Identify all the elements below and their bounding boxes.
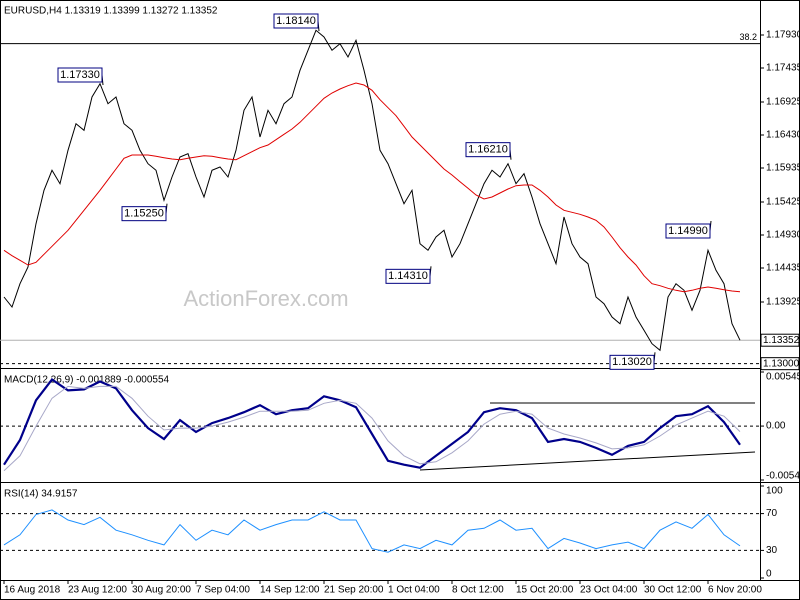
annotation-box — [609, 354, 655, 370]
panel-title: MACD(12,26,9) -0.001889 -0.000554 — [4, 375, 170, 386]
y-tick-label: 1.17435 — [766, 63, 800, 74]
y-tick-label: 1.15935 — [766, 163, 800, 174]
y-tick-label: 1.16925 — [766, 97, 800, 108]
y-tick-label: 1.15425 — [766, 197, 800, 208]
x-tick-label: 7 Sep 04:00 — [196, 585, 250, 596]
y-tick-label: 0.005453 — [766, 372, 800, 383]
fib-label: 38.2 — [739, 32, 757, 42]
series-line — [3, 509, 741, 553]
y-tick-label: 0 — [766, 569, 772, 580]
x-tick-label: 8 Oct 12:00 — [452, 585, 504, 596]
x-tick-label: 16 Aug 2018 — [4, 585, 61, 596]
annotation-label: 1.14310 — [388, 270, 428, 282]
x-tick-label: 6 Nov 20:00 — [708, 585, 762, 596]
x-tick-label: 14 Sep 12:00 — [260, 585, 320, 596]
support-trendline — [419, 451, 756, 471]
annotation-label: 1.15250 — [124, 208, 164, 220]
annotation-box — [57, 67, 103, 83]
price-tag — [760, 333, 800, 347]
series-line — [3, 29, 741, 352]
panel-title: EURUSD,H4 1.13319 1.13399 1.13272 1.1335… — [4, 6, 218, 17]
x-tick-label: 21 Sep 20:00 — [324, 585, 384, 596]
support-label: 1.13000 — [763, 358, 800, 369]
y-tick-label: 1.14435 — [766, 263, 800, 274]
annotation-box — [385, 268, 431, 284]
series-line — [3, 82, 741, 293]
annotation-box — [121, 206, 167, 222]
annotation-label: 1.16210 — [468, 144, 508, 156]
series-line — [3, 385, 741, 472]
y-tick-label: 1.17930 — [766, 30, 800, 41]
y-tick-label: 1.13925 — [766, 297, 800, 308]
x-tick-label: 23 Aug 12:00 — [68, 585, 127, 596]
x-tick-label: 23 Oct 04:00 — [580, 585, 638, 596]
annotation-label: 1.14990 — [668, 225, 708, 237]
annotation-box — [465, 142, 511, 158]
x-tick-label: 30 Oct 12:00 — [644, 585, 702, 596]
y-tick-label: -0.005438 — [766, 471, 800, 482]
y-tick-label: 1.16430 — [766, 130, 800, 141]
series-line — [3, 378, 741, 469]
y-tick-label: 0.00 — [766, 421, 786, 432]
annotation-box — [665, 223, 711, 239]
last-price-label: 1.13352 — [763, 335, 800, 346]
annotation-label: 1.18140 — [276, 15, 316, 27]
watermark: ActionForex.com — [183, 286, 348, 311]
y-tick-label: 30 — [766, 545, 778, 556]
annotation-label: 1.17330 — [60, 69, 100, 81]
y-tick-label: 100 — [766, 486, 783, 497]
x-tick-label: 1 Oct 04:00 — [388, 585, 440, 596]
y-tick-label: 1.14930 — [766, 230, 800, 241]
panel-title: RSI(14) 34.9157 — [4, 489, 78, 500]
x-tick-label: 15 Oct 20:00 — [516, 585, 574, 596]
annotation-box — [273, 13, 319, 29]
annotation-label: 1.13020 — [612, 356, 652, 368]
y-tick-label: 70 — [766, 508, 778, 519]
price-tag — [760, 357, 800, 371]
x-tick-label: 30 Aug 20:00 — [132, 585, 191, 596]
